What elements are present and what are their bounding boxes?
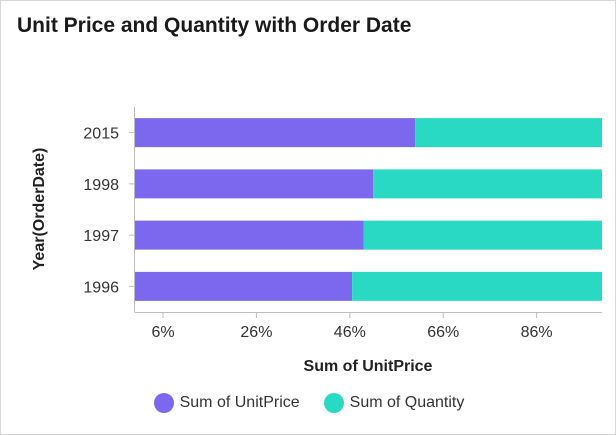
legend-item-unitprice[interactable]: Sum of UnitPrice (153, 393, 300, 413)
x-tick-label: 46% (334, 324, 366, 341)
plot-area: 6% 26% 46% 66% 86% 2015 1998 1997 1996 (83, 107, 602, 341)
x-tick-label: 6% (151, 324, 174, 341)
bar-unitprice (135, 169, 374, 199)
chart-legend: Sum of UnitPrice Sum of Quantity (1, 393, 616, 413)
legend-item-quantity[interactable]: Sum of Quantity (323, 393, 465, 413)
bar-quantity (352, 271, 602, 301)
bar-unitprice (135, 220, 364, 250)
legend-marker-unitprice (153, 393, 174, 413)
y-tick-label: 1996 (83, 279, 119, 296)
legend-label-unitprice: Sum of UnitPrice (179, 394, 300, 411)
legend-label-quantity: Sum of Quantity (349, 394, 465, 411)
bar-quantity (373, 169, 602, 199)
bar-unitprice (135, 118, 416, 148)
bar-chart: 6% 26% 46% 66% 86% 2015 1998 1997 1996 Year(Orde… (31, 107, 602, 375)
x-tick-label: 86% (521, 324, 553, 341)
y-axis-title: Year(OrderDate) (31, 148, 48, 271)
bar-quantity (363, 220, 602, 250)
bar-quantity (415, 118, 602, 148)
y-tick-label: 1998 (83, 177, 119, 194)
x-axis-title: Sum of UnitPrice (304, 358, 433, 375)
legend-marker-quantity (323, 393, 344, 413)
chart-title: Unit Price and Quantity with Order Date (17, 14, 412, 37)
x-tick-label: 66% (427, 324, 459, 341)
x-tick-label: 26% (240, 324, 272, 341)
y-tick-label: 1997 (83, 228, 119, 245)
y-tick-label: 2015 (83, 126, 119, 143)
bar-unitprice (135, 271, 353, 301)
